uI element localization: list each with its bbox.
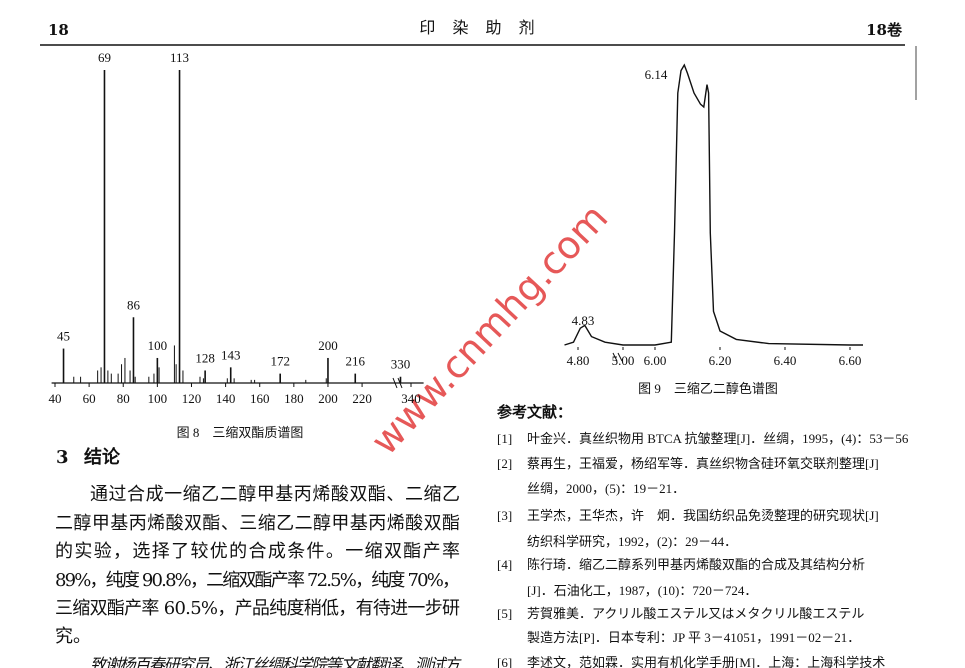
peak-label: 330 bbox=[391, 357, 411, 372]
reference-line: 蔡再生，王福爱，杨绍军等．真丝织物含硅环氧交联剂整理[J] bbox=[527, 456, 879, 471]
journal-name: 印 染 助 剂 bbox=[419, 18, 540, 37]
x-tick-label: 5.00 bbox=[612, 353, 635, 368]
acknowledgement: 致谢杨百春研究员、浙江丝绸科学院等文献翻译、测试方 bbox=[90, 655, 462, 668]
reference-number: [6] bbox=[497, 655, 512, 668]
x-tick-label: 140 bbox=[216, 391, 236, 406]
x-tick-label: 80 bbox=[117, 391, 130, 406]
peak-label: 172 bbox=[270, 354, 290, 369]
x-tick-label: 160 bbox=[250, 391, 270, 406]
reference-line: 王学杰，王华杰，许 炯．我国纺织品免烫整理的研究现状[J] bbox=[527, 508, 879, 523]
paragraph-line: 三缩双酯产率 60.5%，产品纯度稍低，有待进一步研 bbox=[55, 598, 460, 619]
reference-line: 陈行琦．缩乙二醇系列甲基丙烯酸双酯的合成及其结构分析 bbox=[527, 557, 865, 572]
peak-label: 4.83 bbox=[572, 313, 595, 328]
x-tick-label: 120 bbox=[182, 391, 202, 406]
reference-line: 丝绸，2000，(5)：19－21． bbox=[527, 481, 685, 496]
peak-label: 113 bbox=[170, 50, 189, 65]
x-tick-label: 200 bbox=[318, 391, 338, 406]
paragraph-line: 二醇甲基丙烯酸双酯、三缩乙二醇甲基丙烯酸双酯 bbox=[55, 513, 460, 534]
paragraph-line: 89%，纯度 90.8%，二缩双酯产率 72.5%，纯度 70%， bbox=[55, 570, 460, 591]
figure-caption: 图 8 三缩双酯质谱图 bbox=[177, 425, 304, 440]
paragraph-line: 的实验，选择了较优的合成条件。一缩双酯产率 bbox=[55, 541, 460, 562]
peak-label: 143 bbox=[221, 347, 241, 362]
peak-label: 100 bbox=[148, 338, 168, 353]
x-tick-label: 6.00 bbox=[644, 353, 667, 368]
peak-label: 216 bbox=[346, 354, 366, 369]
x-tick-label: 4.80 bbox=[567, 353, 590, 368]
reference-number: [5] bbox=[497, 606, 512, 621]
x-tick-label: 180 bbox=[284, 391, 304, 406]
x-tick-label: 40 bbox=[49, 391, 62, 406]
reference-number: [4] bbox=[497, 557, 512, 572]
x-tick-label: 100 bbox=[148, 391, 168, 406]
reference-line: 製造方法[P]．日本专利：JP 平 3－41051，1991－02－21． bbox=[527, 630, 860, 645]
axis-break bbox=[612, 352, 623, 362]
peak-label: 45 bbox=[57, 329, 70, 344]
volume: 18卷 bbox=[866, 21, 903, 39]
paragraph-line: 通过合成一缩乙二醇甲基丙烯酸双酯、二缩乙 bbox=[90, 484, 460, 505]
peak-label: 200 bbox=[318, 338, 338, 353]
reference-line: [J]．石油化工，1987，(10)：720－724． bbox=[527, 583, 757, 598]
reference-line: 叶金兴．真丝织物用 BTCA 抗皱整理[J]．丝绸，1995，(4)：53－56 bbox=[527, 431, 909, 446]
reference-line: 李述文，范如霖．实用有机化学手册[M]．上海：上海科学技术 bbox=[527, 655, 885, 668]
signal-line bbox=[564, 63, 863, 346]
peak-label: 6.14 bbox=[645, 67, 668, 82]
x-tick-label: 6.60 bbox=[839, 353, 862, 368]
peak-label: 128 bbox=[195, 350, 215, 365]
figure-caption: 图 9 三缩乙二醇色谱图 bbox=[638, 381, 778, 396]
peak-label: 86 bbox=[127, 297, 141, 312]
x-tick-label: 340 bbox=[401, 391, 421, 406]
x-tick-label: 6.20 bbox=[709, 353, 732, 368]
page-number: 18 bbox=[48, 21, 69, 39]
reference-line: 芳賀雅美．アクリル酸エステル又はメタクリル酸エステル bbox=[527, 606, 864, 621]
reference-number: [3] bbox=[497, 508, 512, 523]
reference-number: [2] bbox=[497, 456, 512, 471]
peak-label: 69 bbox=[98, 50, 111, 65]
references-heading: 参考文献： bbox=[497, 403, 572, 421]
paragraph-line: 究。 bbox=[55, 626, 91, 647]
watermark: www.cnmhg.com bbox=[362, 195, 616, 463]
x-tick-label: 6.40 bbox=[774, 353, 797, 368]
x-tick-label: 220 bbox=[352, 391, 372, 406]
reference-number: [1] bbox=[497, 431, 512, 446]
section-number: 3 bbox=[56, 447, 69, 468]
reference-line: 纺织科学研究，1992，(2)：29－44． bbox=[527, 534, 737, 549]
x-tick-label: 60 bbox=[83, 391, 96, 406]
section-title: 结论 bbox=[84, 446, 121, 468]
